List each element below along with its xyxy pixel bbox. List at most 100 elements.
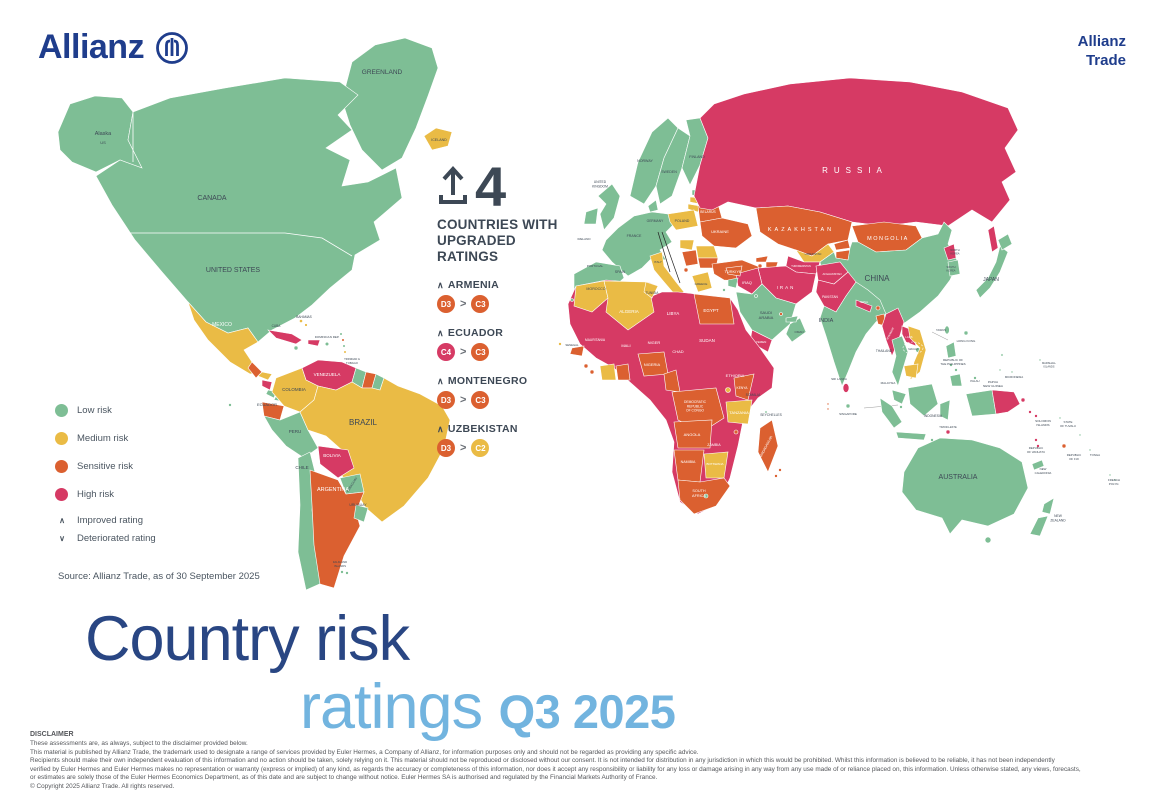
disclaimer-line: Recipients should make their own indepen… (30, 757, 1055, 765)
hokkaido (997, 233, 1013, 251)
country-argentina (309, 469, 365, 589)
upgrade-ratings: D3 > C2 (437, 439, 607, 457)
map-label: STATE OF TUVALU (1060, 420, 1076, 428)
country-bolivia (317, 445, 355, 479)
country-jamaica (293, 345, 299, 351)
fiji-callout (1053, 437, 1079, 455)
java (895, 431, 927, 441)
map-label: AUSTRALIA (939, 474, 978, 481)
map-label: ANGOLA (684, 432, 701, 437)
map-label: REPUBLIC OF THE PHILIPPINES (940, 358, 965, 366)
map-label: MAURITANIA (585, 338, 606, 342)
map-label: REPUBLIC OF VANUATU (1027, 446, 1045, 454)
country-tunisia (643, 281, 659, 299)
disclaimer-body: These assessments are, as always, subjec… (30, 740, 1140, 792)
map-label: EGYPT (703, 308, 719, 313)
map-label: JAPAN (983, 277, 999, 283)
map-label: SEYCHELLES (760, 413, 782, 417)
country-montenegro (683, 267, 689, 273)
west-papua (965, 389, 997, 417)
map-label: ARGENTINA (317, 487, 349, 493)
country-kenya (733, 373, 755, 401)
upgrade-item: ∧ ECUADOR C4 > C3 (437, 327, 607, 361)
map-label: MEXICO (212, 322, 232, 328)
singapore-callout (830, 399, 866, 421)
map-label: PERU (289, 429, 302, 434)
map-label: ECUADOR (257, 402, 277, 407)
upgrade-country: ∧ MONTENEGRO (437, 375, 528, 387)
source-note: Source: Allianz Trade, as of 30 Septembe… (58, 571, 260, 582)
hong-kong-callout (947, 328, 985, 348)
map-label: SOUTH AFRICA (692, 489, 706, 498)
map-label: NORTH KOREA (950, 248, 959, 256)
country-denmark (647, 199, 659, 213)
rating-caret-icon: ∨ (59, 533, 65, 543)
map-label: BELARUS (700, 210, 716, 214)
country-tuvalu (1058, 416, 1062, 420)
map-label: TURKMENISTAN (791, 265, 811, 268)
upgrade-ratings: D3 > C3 (437, 295, 607, 313)
brand-wordmark-line2: Trade (1085, 52, 1126, 69)
country-uganda (725, 387, 731, 393)
country-palau (973, 376, 977, 380)
map-label: INDIA (819, 318, 834, 324)
country-fiji (1061, 443, 1067, 449)
upgrades-heading-line: RATINGS (437, 249, 499, 264)
map-label: VENEZUELA (314, 372, 341, 377)
allianz-logo: Allianz (38, 28, 190, 67)
map-label: INDONESIA (924, 414, 943, 418)
upgrade-country: ∧ ARMENIA (437, 279, 499, 291)
country-senegal (569, 345, 585, 357)
legend-label: Sensitive risk (77, 461, 133, 472)
hong-kong-dot (963, 330, 969, 336)
country-armenia (757, 263, 763, 269)
upgrades-heading-line: COUNTRIES WITH (437, 217, 558, 232)
map-label: ETHIOPIA (726, 373, 745, 378)
map-label: LIBYA (667, 311, 679, 316)
country-singapore (899, 405, 903, 409)
tasmania (984, 536, 992, 544)
disclaimer: DISCLAIMER These assessments are, as alw… (30, 731, 1140, 792)
country-mauritius (778, 468, 782, 472)
upgrade-arrow-icon (439, 166, 467, 204)
country-greece (691, 271, 713, 293)
legend-item: Medium risk (55, 429, 260, 448)
country-bahamas (304, 323, 308, 327)
country-russia (693, 77, 1019, 227)
map-label: LAOS (905, 335, 912, 339)
guam (1000, 353, 1004, 357)
country-malaysia (891, 389, 907, 405)
map-label: MALAYSIA (881, 381, 896, 385)
map-label: UKRAINE (711, 229, 729, 234)
upgrade-ratings: C4 > C3 (437, 343, 607, 361)
map-label: KENYA (737, 386, 749, 390)
country-greenland (341, 37, 439, 171)
improved-caret-icon: ∧ (437, 424, 444, 434)
country-canada-usa (95, 77, 403, 343)
allianz-logo-icon (156, 31, 188, 64)
map-label: TUNISIA (645, 291, 659, 295)
philippines-luzon (945, 341, 957, 359)
country-hispaniola (307, 339, 321, 347)
lesser-antilles (343, 350, 347, 354)
map-label: FRANCE (627, 234, 642, 238)
map-label: PAKISTAN (822, 295, 838, 299)
map-label: GREECE (695, 282, 708, 286)
country-tanzania (725, 399, 753, 425)
map-label: SENEGAL (565, 343, 579, 347)
maldives (826, 402, 830, 406)
map-labels-layer: GREENLAND ICELAND Alaska US CANADA UNITED STA… (95, 69, 1120, 568)
macau-callout (902, 341, 924, 355)
world-map: GREENLAND ICELAND Alaska US CANADA UNITED STA… (57, 37, 1120, 591)
rating-badge-to: C3 (471, 295, 490, 313)
country-samoa (1078, 433, 1082, 437)
map-label: TÜRKIYE (724, 269, 742, 274)
marshall-islands (1038, 358, 1042, 362)
legend-item: Low risk (55, 401, 260, 420)
lesser-antilles (342, 344, 346, 348)
legend-label: Low risk (77, 405, 112, 416)
country-cape-verde (558, 342, 562, 346)
solomon-islands (1034, 414, 1038, 418)
country-uae (785, 315, 799, 323)
country-iceland (423, 127, 453, 151)
